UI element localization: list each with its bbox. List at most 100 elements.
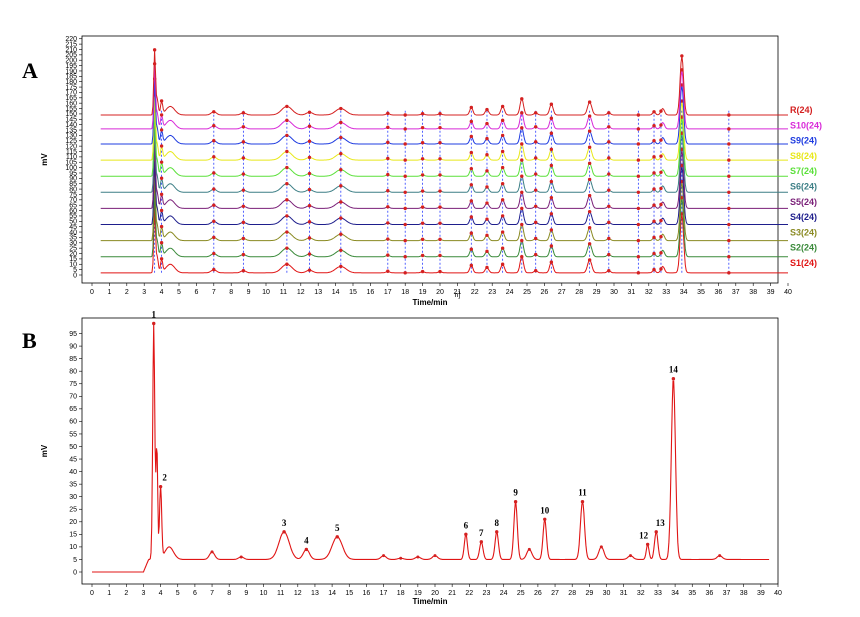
peak-marker <box>420 237 425 242</box>
y-tick-label: 160 <box>65 100 77 107</box>
peak-marker <box>636 113 641 117</box>
peak-label-7: 7 <box>479 528 484 538</box>
peak-marker <box>420 221 425 225</box>
stray-label: n] <box>454 292 460 299</box>
peak-marker <box>500 133 505 138</box>
peak-marker <box>212 155 216 159</box>
peak-marker <box>652 124 656 128</box>
peak-marker <box>485 107 489 112</box>
peak-marker <box>549 212 554 216</box>
x-axis-label: Time/min <box>413 298 448 307</box>
legend-s224: S2(24) <box>790 243 817 253</box>
peak-marker <box>438 269 442 274</box>
x-tick-label: 20 <box>436 289 444 296</box>
peak-marker <box>607 125 611 129</box>
peak-label-9: 9 <box>513 488 518 498</box>
x-tick-label: 37 <box>732 289 740 296</box>
x-tick-label: 39 <box>757 590 765 597</box>
peak-marker <box>282 530 286 534</box>
peak-marker <box>420 189 425 193</box>
x-tick-label: 26 <box>534 590 542 597</box>
x-tick-label: 33 <box>654 590 662 597</box>
x-tick-label: 3 <box>142 289 146 296</box>
peak-marker <box>386 221 390 225</box>
x-tick-label: 0 <box>90 289 94 296</box>
peak-marker <box>513 500 518 504</box>
minor-peak-marker <box>718 554 722 558</box>
x-tick-label: 18 <box>397 590 405 597</box>
peak-marker <box>636 238 641 243</box>
y-tick-label: 35 <box>69 235 77 242</box>
peak-marker <box>212 235 216 240</box>
x-tick-label: 32 <box>637 590 645 597</box>
plot-frame <box>81 35 779 284</box>
minor-peak-marker <box>399 556 403 560</box>
peak-marker <box>636 158 641 162</box>
peak-marker <box>307 220 312 224</box>
x-tick-label: 36 <box>715 289 723 296</box>
x-tick-label: 14 <box>332 289 340 296</box>
peak-marker <box>386 205 390 209</box>
peak-marker <box>659 123 663 127</box>
x-tick-label: 21 <box>454 289 462 296</box>
x-axis-label: Time/min <box>413 597 448 606</box>
peak-marker <box>607 252 611 257</box>
peak-marker <box>500 104 505 109</box>
x-tick-label: 22 <box>465 590 473 597</box>
x-tick-label: 30 <box>603 590 611 597</box>
x-tick-label: 38 <box>749 289 757 296</box>
y-tick-label: 0 <box>73 272 77 279</box>
peak-marker <box>485 201 489 205</box>
peak-marker <box>485 249 489 254</box>
peak-marker <box>636 222 641 227</box>
peak-marker <box>438 125 442 130</box>
peak-marker <box>520 190 524 195</box>
x-tick-label: 33 <box>662 289 670 296</box>
y-tick-label: 195 <box>65 63 77 70</box>
x-tick-label: 29 <box>585 590 593 597</box>
peak-marker <box>520 111 524 115</box>
peak-marker <box>636 206 641 211</box>
peak-marker <box>307 204 312 208</box>
peak-marker <box>469 215 474 219</box>
peak-marker <box>403 142 407 146</box>
peak-marker <box>659 218 663 223</box>
peak-label-6: 6 <box>464 520 469 530</box>
peak-label-11: 11 <box>578 488 587 498</box>
x-tick-label: 31 <box>628 289 636 296</box>
peak-marker <box>485 217 489 221</box>
peak-marker <box>520 142 524 146</box>
x-tick-label: 18 <box>401 289 409 296</box>
peak-marker <box>727 113 731 117</box>
peak-marker <box>285 262 289 266</box>
x-tick-label: 34 <box>671 590 679 597</box>
peak-marker <box>241 204 246 208</box>
peak-marker <box>469 183 474 187</box>
peak-marker <box>335 535 339 539</box>
y-tick-label: 140 <box>65 122 77 129</box>
y-tick-label: 125 <box>65 138 77 145</box>
x-tick-label: 16 <box>363 590 371 597</box>
minor-peak-marker <box>527 547 531 551</box>
y-tick-label: 150 <box>65 111 77 118</box>
peak-marker <box>607 204 611 208</box>
peak-marker <box>285 104 289 109</box>
x-tick-label: 11 <box>280 289 287 296</box>
y-tick-label: 70 <box>69 197 77 204</box>
peak-marker <box>212 110 216 114</box>
peak-marker <box>386 125 390 130</box>
peak-marker <box>159 144 164 148</box>
x-tick-label: 8 <box>229 289 233 296</box>
peak-marker <box>520 238 524 243</box>
peak-marker <box>469 199 474 203</box>
peak-marker <box>241 236 246 241</box>
y-tick-label: 95 <box>69 170 77 177</box>
peak-marker <box>420 157 425 161</box>
peak-marker <box>212 267 216 272</box>
peak-marker <box>671 377 676 381</box>
legend-s624: S6(24) <box>790 182 817 192</box>
peak-marker <box>438 173 442 177</box>
x-tick-label: 19 <box>414 590 422 597</box>
peak-marker <box>307 171 312 176</box>
peak-marker <box>241 172 246 176</box>
